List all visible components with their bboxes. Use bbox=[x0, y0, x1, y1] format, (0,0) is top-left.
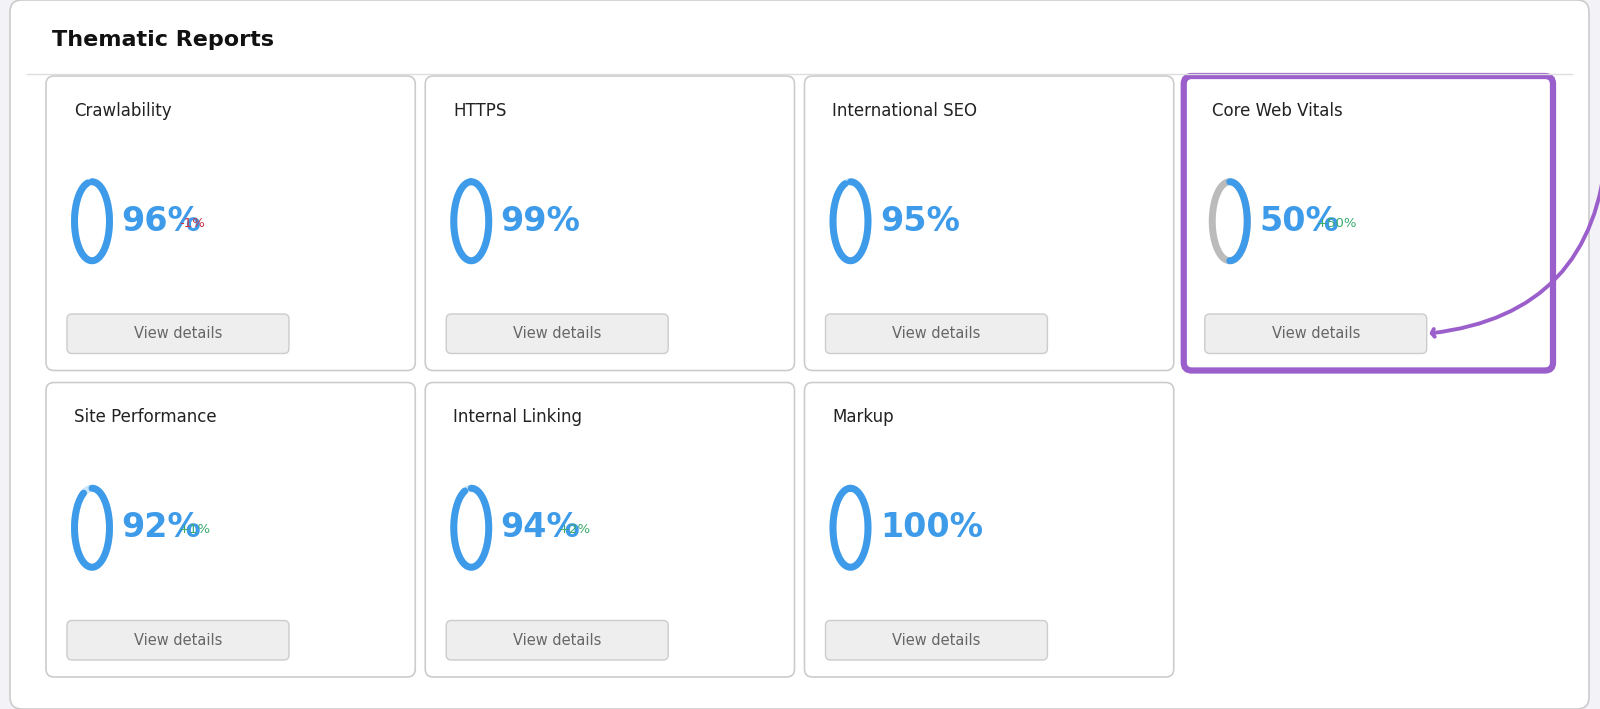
FancyBboxPatch shape bbox=[805, 382, 1174, 677]
Text: 99%: 99% bbox=[501, 205, 581, 238]
FancyBboxPatch shape bbox=[46, 76, 416, 371]
Text: Core Web Vitals: Core Web Vitals bbox=[1211, 102, 1342, 120]
Text: 92%: 92% bbox=[122, 511, 202, 545]
FancyBboxPatch shape bbox=[805, 76, 1174, 371]
Text: Crawlability: Crawlability bbox=[74, 102, 171, 120]
Text: HTTPS: HTTPS bbox=[453, 102, 507, 120]
FancyBboxPatch shape bbox=[67, 620, 290, 660]
FancyBboxPatch shape bbox=[1205, 314, 1427, 354]
FancyBboxPatch shape bbox=[46, 382, 416, 677]
Text: -1%: -1% bbox=[179, 217, 205, 230]
Text: View details: View details bbox=[514, 326, 602, 341]
Text: International SEO: International SEO bbox=[832, 102, 978, 120]
Text: 100%: 100% bbox=[880, 511, 982, 545]
FancyBboxPatch shape bbox=[446, 620, 669, 660]
Text: +50%: +50% bbox=[1317, 217, 1357, 230]
Text: 50%: 50% bbox=[1259, 205, 1339, 238]
Text: Site Performance: Site Performance bbox=[74, 408, 216, 427]
Text: +1%: +1% bbox=[179, 523, 211, 536]
FancyBboxPatch shape bbox=[826, 620, 1048, 660]
Text: Thematic Reports: Thematic Reports bbox=[51, 30, 274, 50]
Text: 95%: 95% bbox=[880, 205, 960, 238]
FancyBboxPatch shape bbox=[67, 314, 290, 354]
FancyBboxPatch shape bbox=[10, 0, 1589, 709]
Text: View details: View details bbox=[514, 632, 602, 648]
FancyBboxPatch shape bbox=[826, 314, 1048, 354]
Text: Internal Linking: Internal Linking bbox=[453, 408, 582, 427]
FancyBboxPatch shape bbox=[1184, 76, 1554, 371]
Text: +2%: +2% bbox=[558, 523, 590, 536]
Text: 94%: 94% bbox=[501, 511, 581, 545]
Text: View details: View details bbox=[134, 326, 222, 341]
Text: Markup: Markup bbox=[832, 408, 894, 427]
FancyBboxPatch shape bbox=[426, 382, 795, 677]
FancyBboxPatch shape bbox=[446, 314, 669, 354]
Text: 96%: 96% bbox=[122, 205, 202, 238]
Text: View details: View details bbox=[1272, 326, 1360, 341]
Text: View details: View details bbox=[893, 326, 981, 341]
FancyBboxPatch shape bbox=[426, 76, 795, 371]
Text: View details: View details bbox=[134, 632, 222, 648]
Text: View details: View details bbox=[893, 632, 981, 648]
